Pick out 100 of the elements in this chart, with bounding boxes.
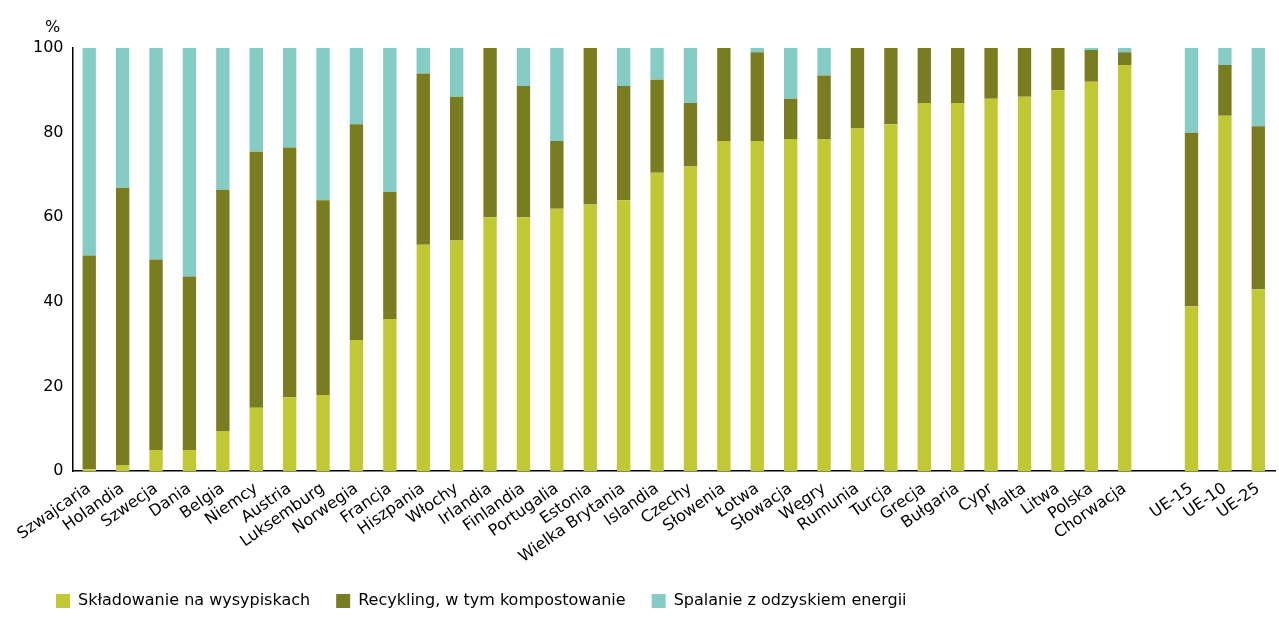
bar: [115, 187, 130, 465]
bar: [1251, 126, 1265, 290]
bar: [1251, 48, 1265, 127]
bar: [449, 96, 464, 241]
bar: [717, 141, 731, 472]
bar: [984, 48, 998, 99]
bar: [316, 395, 330, 472]
bar: [282, 147, 297, 398]
bar: [182, 450, 197, 472]
bar: [383, 318, 397, 472]
bar: [917, 103, 931, 472]
bar: [616, 86, 631, 201]
y-tick-label: 60: [43, 206, 64, 226]
bar: [650, 48, 664, 80]
bar: [182, 48, 197, 277]
bar: [1017, 48, 1032, 97]
bar: [683, 166, 698, 472]
bar: [1218, 64, 1232, 116]
bar: [115, 48, 130, 188]
bar: [817, 75, 831, 139]
bar: [951, 48, 965, 104]
bar: [1051, 90, 1065, 472]
bar: [115, 464, 130, 472]
bar: [616, 48, 631, 87]
bar: [850, 128, 865, 472]
bar: [884, 48, 898, 125]
y-tick-label: 20: [43, 375, 64, 395]
bar: [1084, 81, 1098, 472]
y-tick-label: 100: [32, 37, 64, 57]
bar: [349, 340, 364, 472]
bar: [416, 244, 430, 472]
bar: [1184, 306, 1199, 472]
bar: [817, 48, 831, 76]
bar: [249, 48, 263, 152]
bar: [383, 48, 397, 192]
bar: [1084, 50, 1098, 82]
bar: [1118, 48, 1132, 53]
y-tick-label: 40: [43, 291, 64, 311]
bar: [316, 200, 330, 396]
bar: [884, 124, 898, 472]
bar: [149, 48, 163, 260]
bar: [182, 276, 197, 451]
bar: [1051, 48, 1065, 91]
legend-label: Spalanie z odzyskiem energii: [673, 590, 907, 610]
bar: [717, 48, 731, 142]
bar: [917, 48, 931, 104]
bar: [516, 48, 531, 87]
bar: [683, 48, 698, 104]
bar: [850, 48, 865, 129]
bar: [483, 217, 497, 472]
bar: [249, 407, 263, 472]
bar: [216, 48, 230, 190]
bar: [550, 48, 564, 142]
bar: [583, 204, 597, 472]
bar: [1017, 96, 1032, 472]
bar: [784, 98, 798, 139]
bar: [550, 141, 564, 209]
bar: [750, 48, 764, 53]
bar: [149, 259, 163, 451]
bar: [784, 48, 798, 99]
bar: [750, 141, 764, 472]
y-axis-title: %: [44, 17, 61, 37]
bar: [650, 172, 664, 472]
bar: [1184, 48, 1199, 133]
bar: [683, 103, 698, 167]
bar: [984, 98, 998, 472]
bar: [82, 255, 96, 470]
bar: [349, 124, 364, 341]
bar: [1218, 48, 1232, 65]
bar: [282, 397, 297, 472]
bar: [1218, 115, 1232, 472]
bar: [149, 450, 163, 472]
bar: [817, 139, 831, 472]
bar: [516, 217, 531, 472]
bar: [416, 48, 430, 74]
bar: [650, 79, 664, 173]
bar: [1184, 132, 1199, 307]
bar: [1251, 289, 1265, 472]
bar: [449, 240, 464, 472]
bar: [82, 48, 96, 256]
bar: [951, 103, 965, 472]
bar: [82, 469, 96, 472]
bar: [1084, 48, 1098, 51]
y-tick-label: 80: [43, 121, 64, 141]
bar: [249, 151, 263, 408]
bar: [1118, 64, 1132, 472]
bar: [282, 48, 297, 148]
bar: [216, 431, 230, 472]
bar: [616, 200, 631, 472]
bar: [316, 48, 330, 201]
bar: [449, 48, 464, 97]
bar: [784, 139, 798, 472]
bar: [383, 191, 397, 319]
bar: [349, 48, 364, 125]
bar: [516, 86, 531, 218]
bar: [416, 73, 430, 245]
legend-label: Recykling, w tym kompostowanie: [358, 590, 626, 610]
y-tick-label: 0: [53, 460, 64, 480]
bar: [1118, 52, 1132, 65]
bar: [750, 52, 764, 142]
